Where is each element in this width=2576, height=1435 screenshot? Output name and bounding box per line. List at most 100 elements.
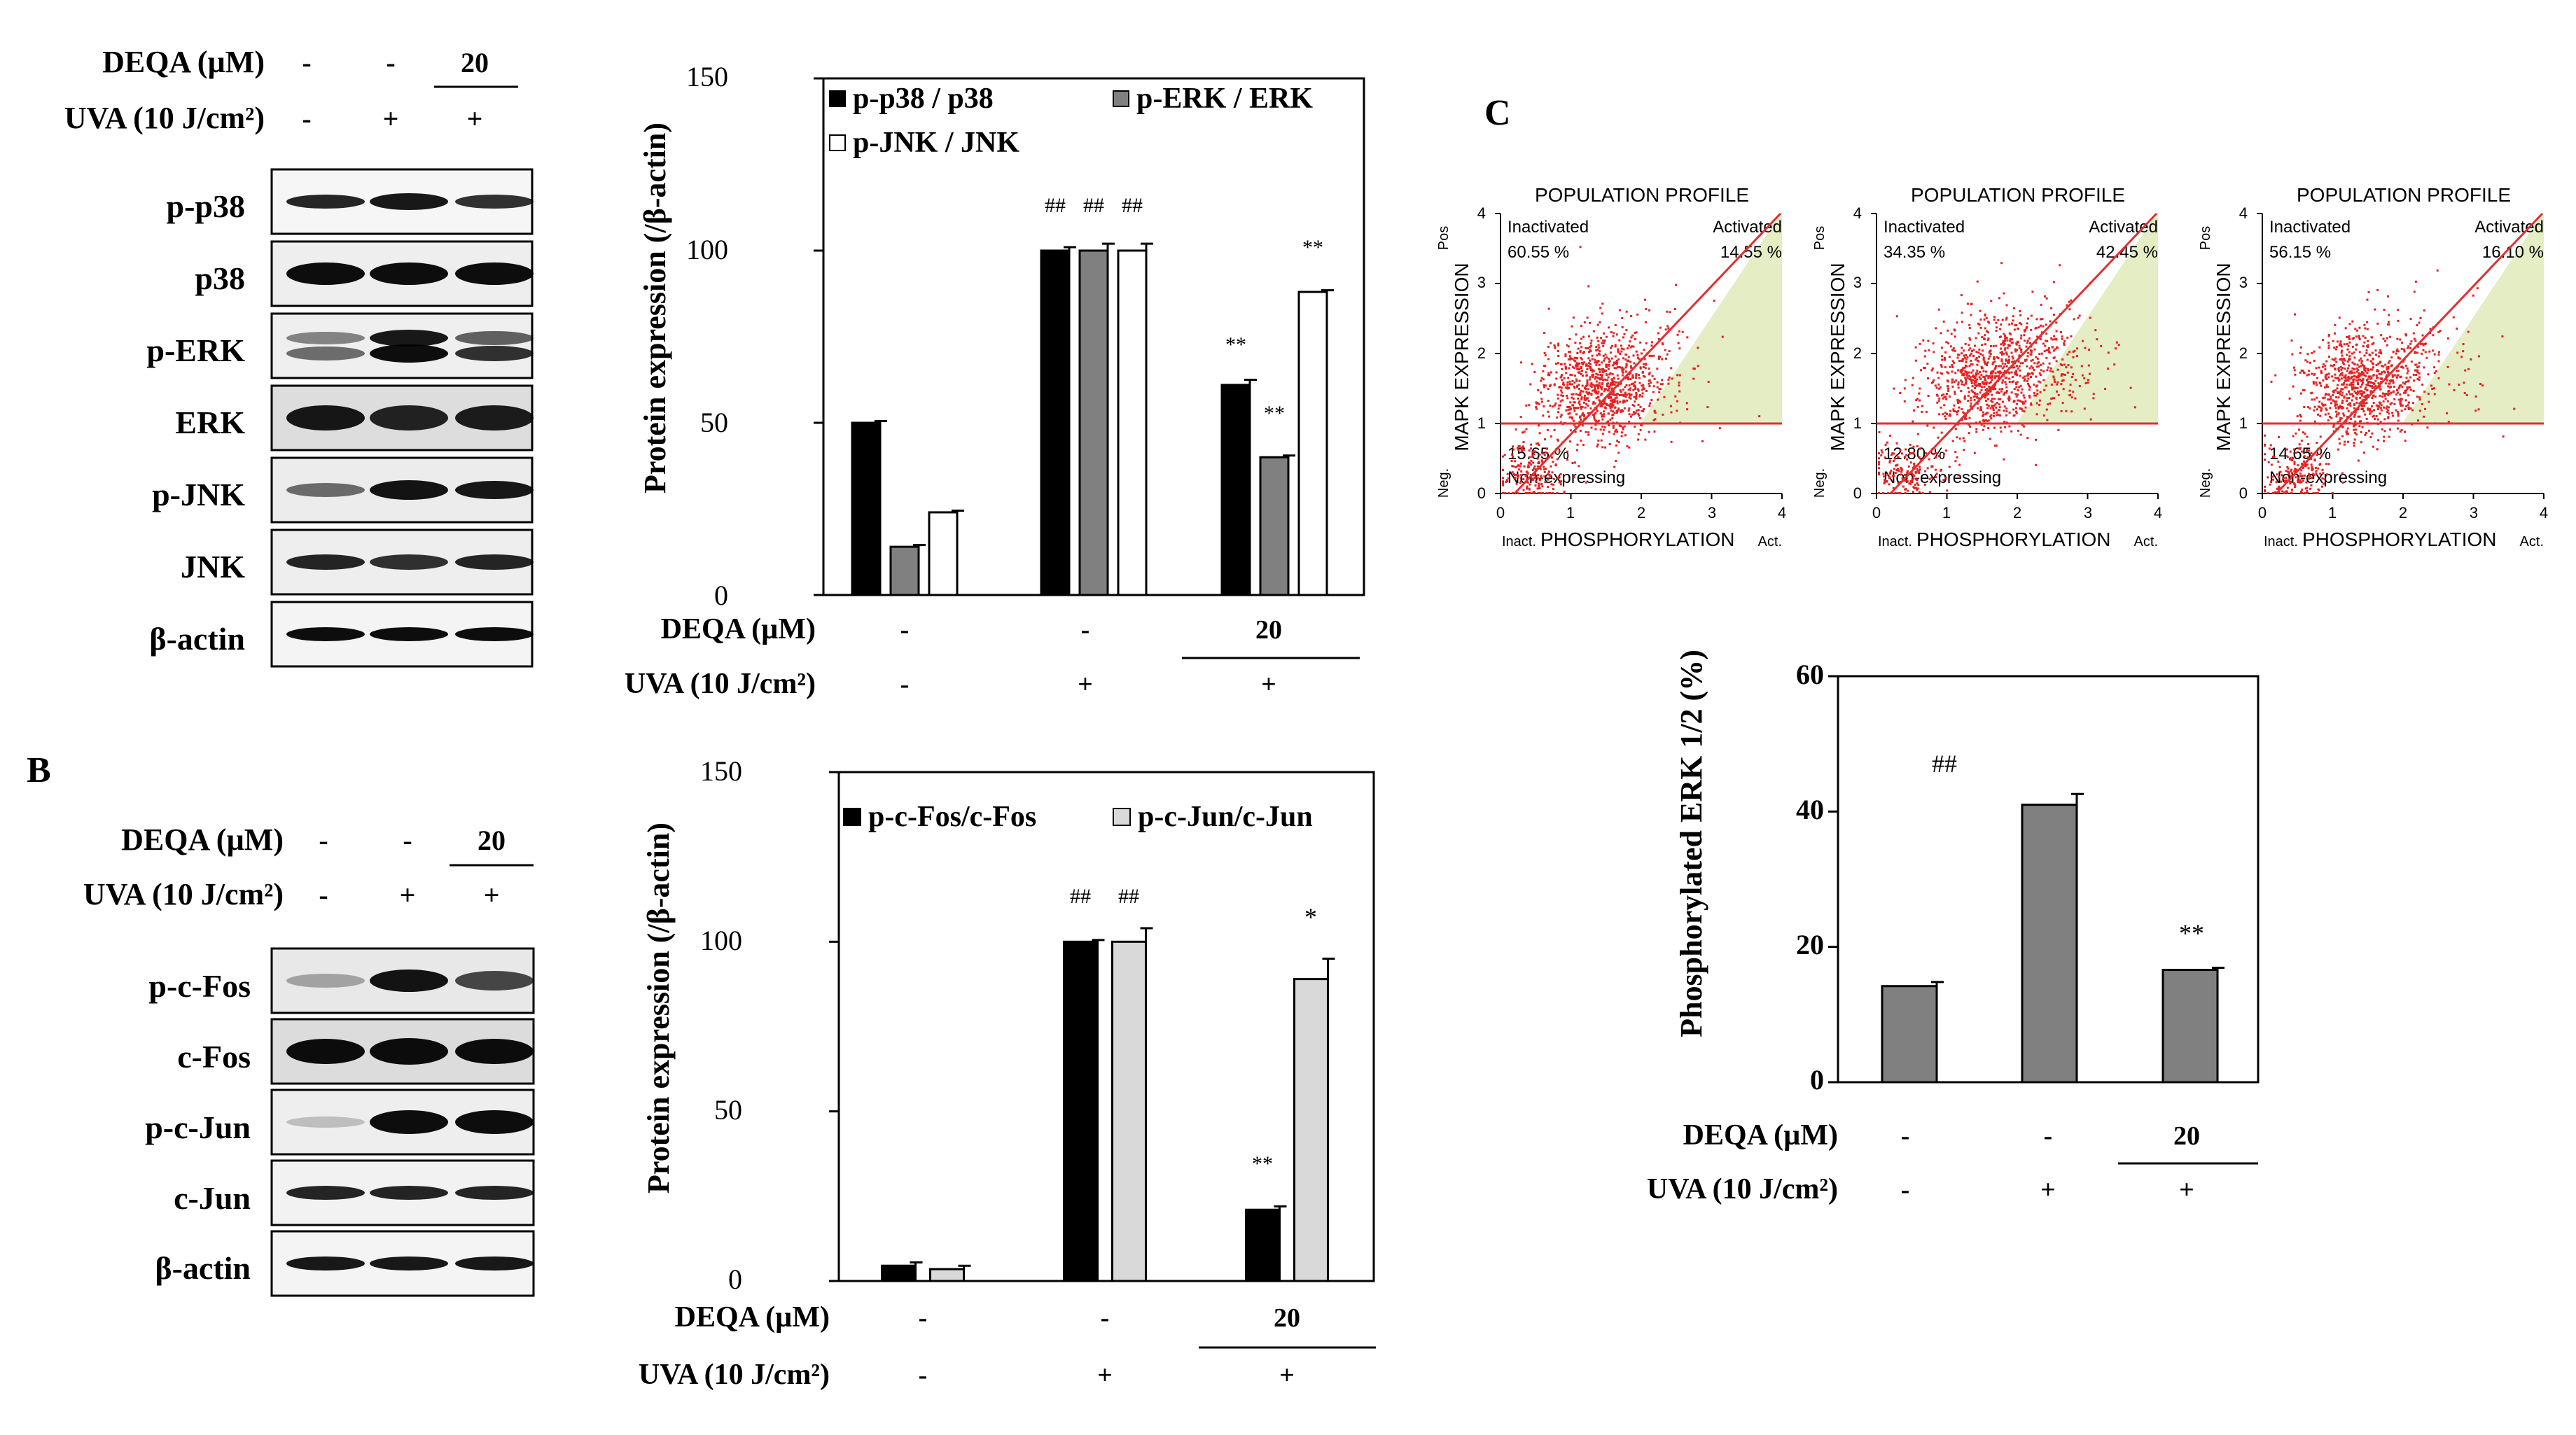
flow-event-dot — [1909, 480, 1912, 483]
flow-event-dot — [1926, 467, 1929, 470]
flow-event-dot — [1918, 491, 1921, 493]
flow-event-dot — [2430, 384, 2432, 387]
flow-event-dot — [2362, 372, 2365, 374]
flow-event-dot — [1595, 392, 1598, 395]
flow-event-dot — [2456, 351, 2459, 354]
flow-event-dot — [1657, 398, 1659, 401]
flow-event-dot — [1522, 431, 1524, 434]
flow-event-dot — [2397, 370, 2400, 372]
flow-event-dot — [2280, 480, 2283, 483]
flow-event-dot — [2307, 467, 2310, 470]
flow-event-dot — [1911, 480, 1914, 483]
flow-event-dot — [1956, 398, 1959, 401]
flow-event-dot — [2304, 492, 2306, 494]
flow-event-dot — [2027, 377, 2030, 380]
flow-event-dot — [1572, 398, 1575, 400]
chart-b-annot-jun-deqa: * — [1304, 903, 1317, 931]
flow-event-dot — [2324, 393, 2327, 396]
flow-event-dot — [1989, 381, 1992, 384]
flow-event-dot — [1543, 468, 1546, 471]
flow-event-dot — [1886, 441, 1888, 444]
blot-frame — [270, 312, 534, 379]
flow-event-dot — [2017, 360, 2020, 363]
flow-event-dot — [2001, 362, 2004, 365]
flow-event-dot — [2040, 369, 2042, 372]
flow-event-dot — [1580, 406, 1582, 409]
flow-event-dot — [1622, 399, 1625, 402]
flow-event-dot — [1557, 344, 1560, 346]
band-label-p-p38: p-p38 — [167, 188, 245, 224]
flow-event-dot — [1578, 388, 1580, 391]
flow-event-dot — [1599, 370, 1601, 373]
flow-event-dot — [2018, 344, 2021, 347]
flow-event-dot — [2008, 425, 2011, 428]
flow-event-dot — [2355, 401, 2358, 404]
flow-event-dot — [1969, 347, 1972, 350]
flow-event-dot — [2047, 349, 2050, 351]
flow-event-dot — [1502, 477, 1505, 479]
flow-event-dot — [2467, 330, 2470, 333]
flow-event-dot — [1966, 356, 1969, 358]
flow-event-dot — [2332, 340, 2334, 342]
flow-event-dot — [1959, 400, 1962, 403]
flow-event-dot — [2066, 371, 2069, 374]
flow-event-dot — [1584, 406, 1587, 409]
flow-event-dot — [2474, 395, 2477, 398]
flow-event-dot — [2286, 465, 2289, 468]
flow-event-dot — [2422, 349, 2425, 351]
flow-event-dot — [1573, 382, 1576, 384]
flow-event-dot — [2008, 372, 2011, 374]
flow-event-dot — [2038, 353, 2041, 356]
flow-event-dot — [2336, 413, 2339, 416]
flow-event-dot — [1697, 346, 1699, 349]
flow-event-dot — [2290, 489, 2293, 491]
flow-event-dot — [1952, 347, 1955, 350]
flow-event-dot — [2413, 337, 2416, 340]
flow-event-dot — [2050, 398, 2053, 400]
flow-event-dot — [2355, 344, 2358, 346]
flow-event-dot — [1965, 360, 1968, 363]
flow-event-dot — [1540, 400, 1543, 403]
flow-event-dot — [1937, 400, 1940, 402]
flow-event-dot — [1611, 414, 1614, 416]
flow-event-dot — [1659, 383, 1662, 386]
flow-event-dot — [2367, 290, 2370, 293]
flow-event-dot — [2063, 373, 2066, 376]
flow-event-dot — [2403, 350, 2406, 353]
flow-event-dot — [1555, 371, 1558, 374]
flow-event-dot — [2396, 391, 2399, 394]
flow-event-dot — [2033, 394, 2036, 397]
flow-3-title: POPULATION PROFILE — [2297, 184, 2511, 206]
flow-event-dot — [1938, 397, 1941, 400]
flow-event-dot — [1594, 402, 1596, 405]
flow-event-dot — [1601, 414, 1603, 416]
flow-event-dot — [1597, 419, 1600, 422]
flow-event-dot — [1657, 355, 1660, 358]
flow-event-dot — [1890, 469, 1893, 472]
flow-event-dot — [1637, 409, 1640, 412]
flow-event-dot — [1585, 363, 1588, 366]
flow-event-dot — [2387, 390, 2390, 393]
legend-swatch-p-c-fos — [843, 808, 861, 826]
flow-event-dot — [1519, 416, 1522, 419]
flow-2-inactivated-value: 34.35 % — [1884, 243, 1945, 262]
flow-event-dot — [2337, 367, 2340, 370]
flow-event-dot — [2037, 365, 2040, 368]
flow-event-dot — [2339, 405, 2341, 407]
chart-c-ytick-40: 40 — [1796, 794, 1824, 825]
flow-event-dot — [1919, 458, 1922, 461]
blot-band — [370, 627, 448, 641]
flow-event-dot — [2411, 402, 2414, 405]
flow-event-dot — [2264, 453, 2267, 456]
flow-event-dot — [1587, 365, 1590, 368]
flow-event-dot — [2059, 264, 2061, 267]
flow-event-dot — [1955, 379, 1958, 382]
flow-3-ytick-4: 4 — [2239, 204, 2248, 222]
flow-event-dot — [2356, 390, 2359, 393]
flow-event-dot — [1557, 354, 1560, 357]
flow-event-dot — [2432, 349, 2435, 352]
bar — [1117, 249, 1148, 596]
flow-event-dot — [1604, 354, 1607, 356]
flow-event-dot — [2346, 407, 2348, 410]
flow-event-dot — [1996, 411, 1998, 414]
